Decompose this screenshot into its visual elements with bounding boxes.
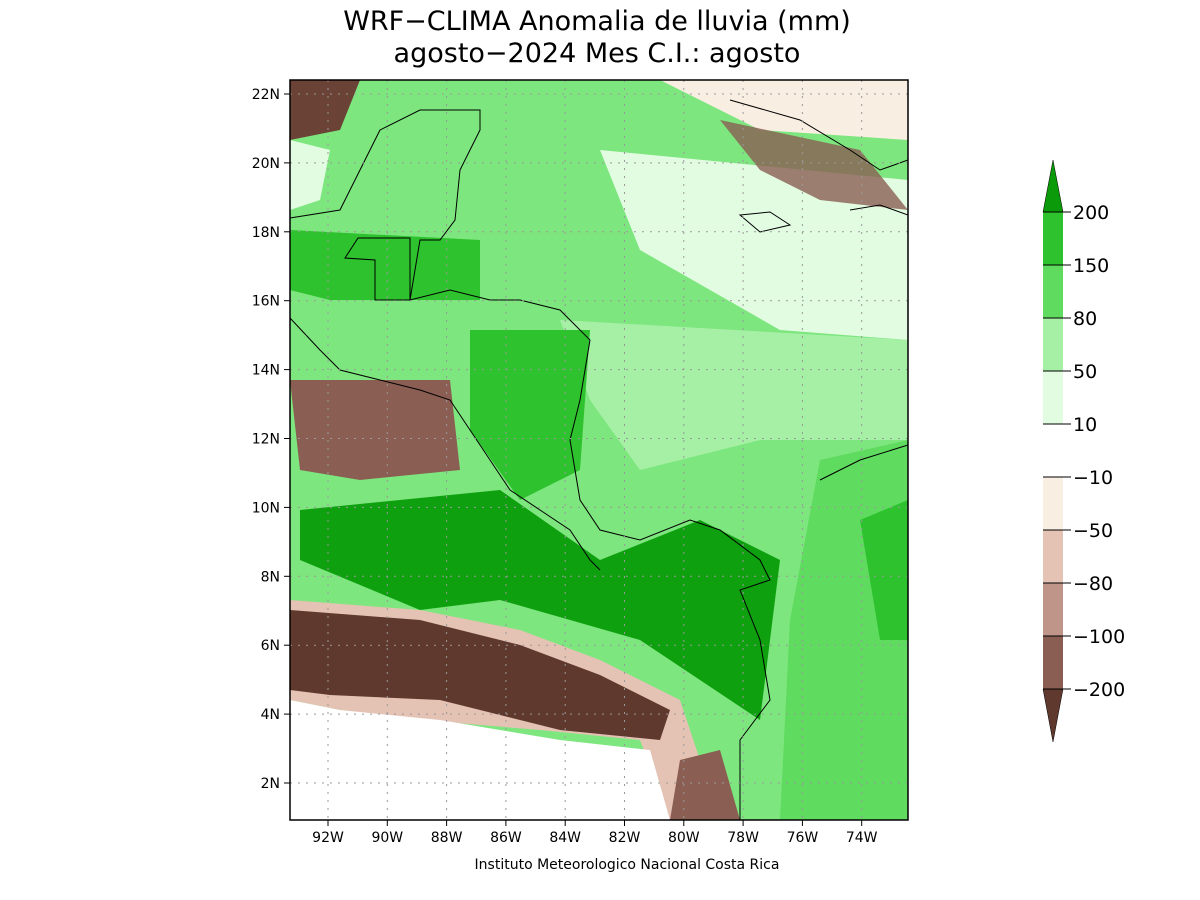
legend-label: −50: [1073, 520, 1113, 542]
lat-label: 14N: [252, 363, 280, 379]
legend-swatch: [1043, 424, 1063, 477]
legend-label: 150: [1073, 255, 1109, 277]
legend-swatch: [1043, 636, 1063, 689]
legend-swatch: [1043, 583, 1063, 636]
legend-swatch: [1043, 265, 1063, 318]
lat-label: 4N: [261, 707, 280, 723]
legend-swatch: [1043, 371, 1063, 424]
lat-label: 16N: [252, 294, 280, 310]
lon-label: 88W: [431, 830, 463, 846]
lon-label: 76W: [787, 830, 819, 846]
legend: 200 150 80 50 10 −10 −50 −80 −100 −200: [1042, 159, 1125, 743]
legend-arrow: [1042, 159, 1064, 213]
lon-label: 80W: [668, 830, 700, 846]
legend-label: 50: [1073, 361, 1097, 383]
legend-label: 80: [1073, 308, 1097, 330]
legend-swatch: [1043, 212, 1063, 265]
title: WRF−CLIMA Anomalia de lluvia (mm): [343, 6, 851, 37]
lon-label: 74W: [846, 830, 878, 846]
lon-label: 82W: [609, 830, 641, 846]
legend-swatch: [1043, 318, 1063, 371]
legend-label: 10: [1073, 414, 1097, 436]
grid: 22N 20N 18N 16N 14N 12N 10N 8N 6N 4N 2N 92W 90W 88W 86…: [252, 80, 908, 846]
lat-label: 10N: [252, 500, 280, 516]
lat-label: 12N: [252, 432, 280, 448]
subtitle: agosto−2024 Mes C.I.: agosto: [394, 38, 801, 69]
lon-label: 84W: [549, 830, 581, 846]
lon-label: 92W: [312, 830, 344, 846]
lat-label: 2N: [261, 776, 280, 792]
lat-label: 20N: [252, 156, 280, 172]
legend-label: −100: [1073, 626, 1125, 648]
legend-label: −200: [1073, 679, 1125, 701]
legend-swatch: [1043, 477, 1063, 530]
legend-label: 200: [1073, 202, 1109, 224]
lat-label: 22N: [252, 87, 280, 103]
legend-arrow: [1042, 688, 1064, 743]
lat-label: 8N: [261, 569, 280, 585]
legend-swatch: [1043, 530, 1063, 583]
map-field: [290, 80, 908, 820]
map-frame: [289, 79, 909, 821]
lat-label: 18N: [252, 225, 280, 241]
lat-label: 6N: [261, 638, 280, 654]
lon-label: 86W: [490, 830, 522, 846]
legend-label: −10: [1073, 467, 1113, 489]
lon-label: 90W: [371, 830, 403, 846]
footer: Instituto Meteorologico Nacional Costa R…: [475, 857, 780, 873]
lon-label: 78W: [727, 830, 759, 846]
legend-label: −80: [1073, 573, 1113, 595]
